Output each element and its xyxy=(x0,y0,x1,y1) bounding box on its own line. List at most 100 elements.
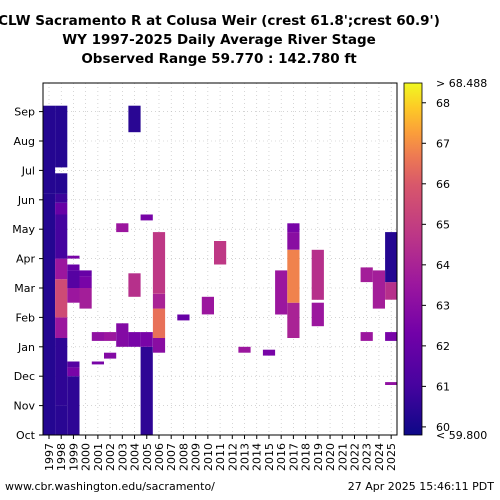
x-tick-label: 1998 xyxy=(55,443,68,471)
y-tick-label: Aug xyxy=(14,135,35,148)
y-tick-label: Mar xyxy=(14,282,35,295)
heatmap-cell xyxy=(67,367,80,377)
x-tick-label: 2021 xyxy=(336,443,349,471)
heatmap-cell xyxy=(55,193,68,203)
x-tick-label: 2020 xyxy=(324,443,337,471)
x-tick-label: 2023 xyxy=(361,443,374,471)
heatmap-cell xyxy=(55,173,68,194)
heatmap-cell xyxy=(67,264,80,271)
title-line-2: WY 1997-2025 Daily Average River Stage xyxy=(62,32,376,48)
heatmap-cell xyxy=(116,223,129,233)
x-tick-label: 2011 xyxy=(214,443,227,471)
y-tick-label: Oct xyxy=(16,429,36,442)
heatmap-cell xyxy=(67,288,80,303)
colorbar-tick-label: 61 xyxy=(436,380,450,393)
heatmap-cell xyxy=(55,258,68,280)
y-tick-label: Dec xyxy=(14,370,35,383)
x-axis: 1997 1998 1999 2000 2001 2002 2003 2004 2005 2006… xyxy=(43,435,398,471)
heatmap-cell xyxy=(140,214,153,221)
colorbar-tick-label: 68 xyxy=(436,97,450,110)
heatmap-cell xyxy=(152,308,166,338)
colorbar-tick-label: 62 xyxy=(436,340,450,353)
colorbar-over-label: > 68.488 xyxy=(436,77,487,90)
x-tick-label: 2016 xyxy=(275,443,288,471)
heatmap-cell xyxy=(91,361,104,365)
x-tick-label: 2018 xyxy=(300,443,313,471)
heatmap-cell xyxy=(287,249,300,303)
heatmap-cell xyxy=(116,323,129,347)
colorbar-tick-label: 63 xyxy=(436,299,450,312)
heatmap-cell xyxy=(67,255,80,259)
x-tick-label: 2017 xyxy=(287,443,300,471)
colorbar xyxy=(403,82,423,436)
y-tick-label: Jul xyxy=(21,164,35,177)
x-tick-label: 2008 xyxy=(177,443,190,471)
x-tick-label: 2003 xyxy=(116,443,129,471)
heatmap-cell xyxy=(67,376,80,435)
heatmap-cell xyxy=(140,346,153,435)
heatmap-cell xyxy=(42,105,56,194)
heatmap-cell xyxy=(214,241,227,265)
x-tick-label: 2009 xyxy=(190,443,203,471)
heatmap-cell xyxy=(311,302,324,327)
y-tick-label: Feb xyxy=(16,311,35,324)
chart-title: CLW Sacramento R at Colusa Weir (crest 6… xyxy=(0,13,440,67)
heatmap-cell xyxy=(360,267,373,283)
colorbar-ticks: 60 61 62 63 64 65 66 67 68 xyxy=(422,97,450,434)
heatmap-cell xyxy=(128,105,141,133)
heatmap-cell xyxy=(55,317,68,338)
heatmap-cell xyxy=(55,338,68,406)
heatmap-cell xyxy=(55,279,68,318)
heatmap-cell xyxy=(67,270,80,288)
y-axis: Oct Nov Dec Jan Feb Mar Apr May Jun Jul Aug Sep xyxy=(12,106,43,442)
x-tick-label: 2010 xyxy=(202,443,215,471)
heatmap-cell xyxy=(128,332,141,347)
heatmap-cell xyxy=(177,314,190,321)
heatmap-cell xyxy=(104,352,117,359)
x-tick-label: 2025 xyxy=(385,443,398,471)
x-tick-label: 2022 xyxy=(349,443,362,471)
x-tick-label: 2000 xyxy=(80,443,93,471)
heatmap-cell xyxy=(140,332,153,347)
x-tick-label: 2012 xyxy=(226,443,239,471)
heatmap-cell xyxy=(152,232,166,294)
colorbar-tick-label: 67 xyxy=(436,137,450,150)
x-tick-label: 2006 xyxy=(153,443,166,471)
colorbar-tick-label: 60 xyxy=(436,421,450,434)
x-tick-label: 2014 xyxy=(251,443,264,471)
heatmap-cell xyxy=(360,332,373,341)
heatmap-cell xyxy=(67,361,80,368)
x-tick-label: 2024 xyxy=(373,443,386,471)
heatmap-cell xyxy=(91,332,104,341)
footer-url: www.cbr.washington.edu/sacramento/ xyxy=(5,480,215,493)
heatmap-cell xyxy=(238,346,251,353)
heatmap-cell xyxy=(287,302,300,338)
heatmap-cell xyxy=(201,296,214,315)
colorbar-tick-label: 66 xyxy=(436,178,450,191)
heatmap-cell xyxy=(55,105,68,168)
footer-timestamp: 27 Apr 2025 15:46:11 PDT xyxy=(348,480,495,493)
heatmap-cell xyxy=(385,282,398,300)
x-tick-label: 1999 xyxy=(67,443,80,471)
y-tick-label: Apr xyxy=(16,253,36,266)
heatmap-cell xyxy=(287,232,300,250)
x-tick-label: 2019 xyxy=(312,443,325,471)
colorbar-tick-label: 65 xyxy=(436,218,450,231)
y-tick-label: Jan xyxy=(17,341,35,354)
x-tick-label: 2005 xyxy=(141,443,154,471)
heatmap-cells xyxy=(42,105,398,435)
heatmap-cell xyxy=(262,349,276,356)
y-tick-label: Jun xyxy=(17,194,35,207)
x-tick-label: 2013 xyxy=(239,443,252,471)
heatmap-cell xyxy=(385,382,398,385)
colorbar-tick-label: 64 xyxy=(436,259,450,272)
heatmap-cell xyxy=(311,249,324,300)
colorbar-under-label: < 59.800 xyxy=(436,429,487,442)
heatmap-cell xyxy=(55,214,68,259)
y-tick-label: Nov xyxy=(14,400,36,413)
heatmap-cell xyxy=(42,193,56,435)
heatmap-cell xyxy=(152,338,166,353)
heatmap-cell xyxy=(79,288,92,309)
heatmap-cell xyxy=(287,223,300,233)
